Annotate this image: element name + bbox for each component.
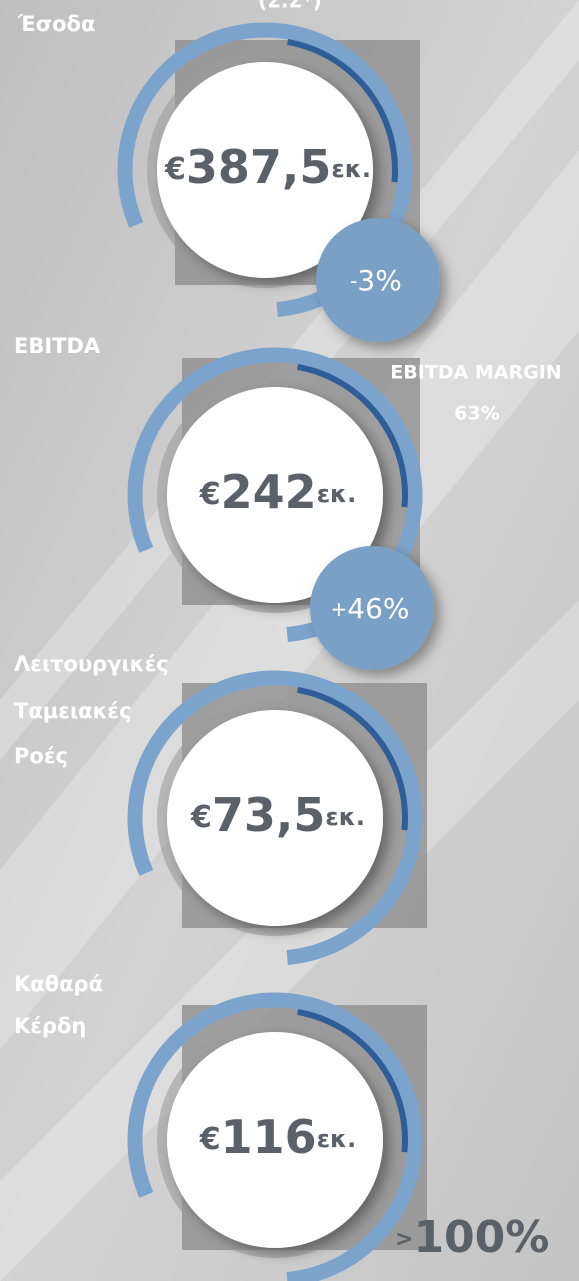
currency: € [199,477,221,512]
value-circle [167,710,383,926]
change-value: 3% [357,264,401,297]
change-prefix: > [395,1227,413,1252]
unit: εκ. [331,155,371,183]
ring-accent [142,1007,408,1273]
amount: 242 [221,465,317,519]
side-title: EBITDA MARGIN [390,362,561,384]
change: -3% [350,264,402,297]
ring [127,992,423,1281]
currency: € [199,1122,221,1157]
item-label: Καθαρά [14,972,103,996]
ring [127,670,423,966]
value-circle [167,387,383,603]
change: >100% [395,1212,549,1263]
unit: εκ. [317,1125,357,1153]
value-circle [157,62,373,278]
change-value: 100% [413,1212,549,1263]
value: €116εκ. [199,1110,356,1164]
item-label: EBITDA [14,334,101,358]
ring-accent [142,361,408,628]
change-badge [310,546,434,670]
amount: 387,5 [186,140,332,194]
item-label: Λειτουργικές [14,652,169,676]
unit: εκ. [317,480,357,508]
item-label: Ροές [14,744,68,768]
currency: € [164,152,186,187]
ring [127,347,423,643]
currency: € [190,800,212,835]
change-value: 46% [347,592,409,625]
item-label: Έσοδα [17,12,95,36]
change-badge [316,218,440,342]
header-note: (Σ.Σ*) [258,0,322,13]
value: €242εκ. [199,465,356,519]
value-circle [167,1032,383,1248]
change-prefix: - [350,269,357,293]
item-label: Ταμειακές [14,699,132,723]
change-prefix: + [331,597,348,621]
ring-accent [142,685,408,951]
side-value: 63% [454,403,499,425]
ring [117,22,413,318]
unit: εκ. [325,803,365,831]
value: €387,5εκ. [164,140,371,194]
change: +46% [331,592,410,625]
item-label: Κέρδη [14,1014,86,1038]
value: €73,5εκ. [190,788,365,842]
amount: 116 [221,1110,317,1164]
amount: 73,5 [212,788,326,842]
